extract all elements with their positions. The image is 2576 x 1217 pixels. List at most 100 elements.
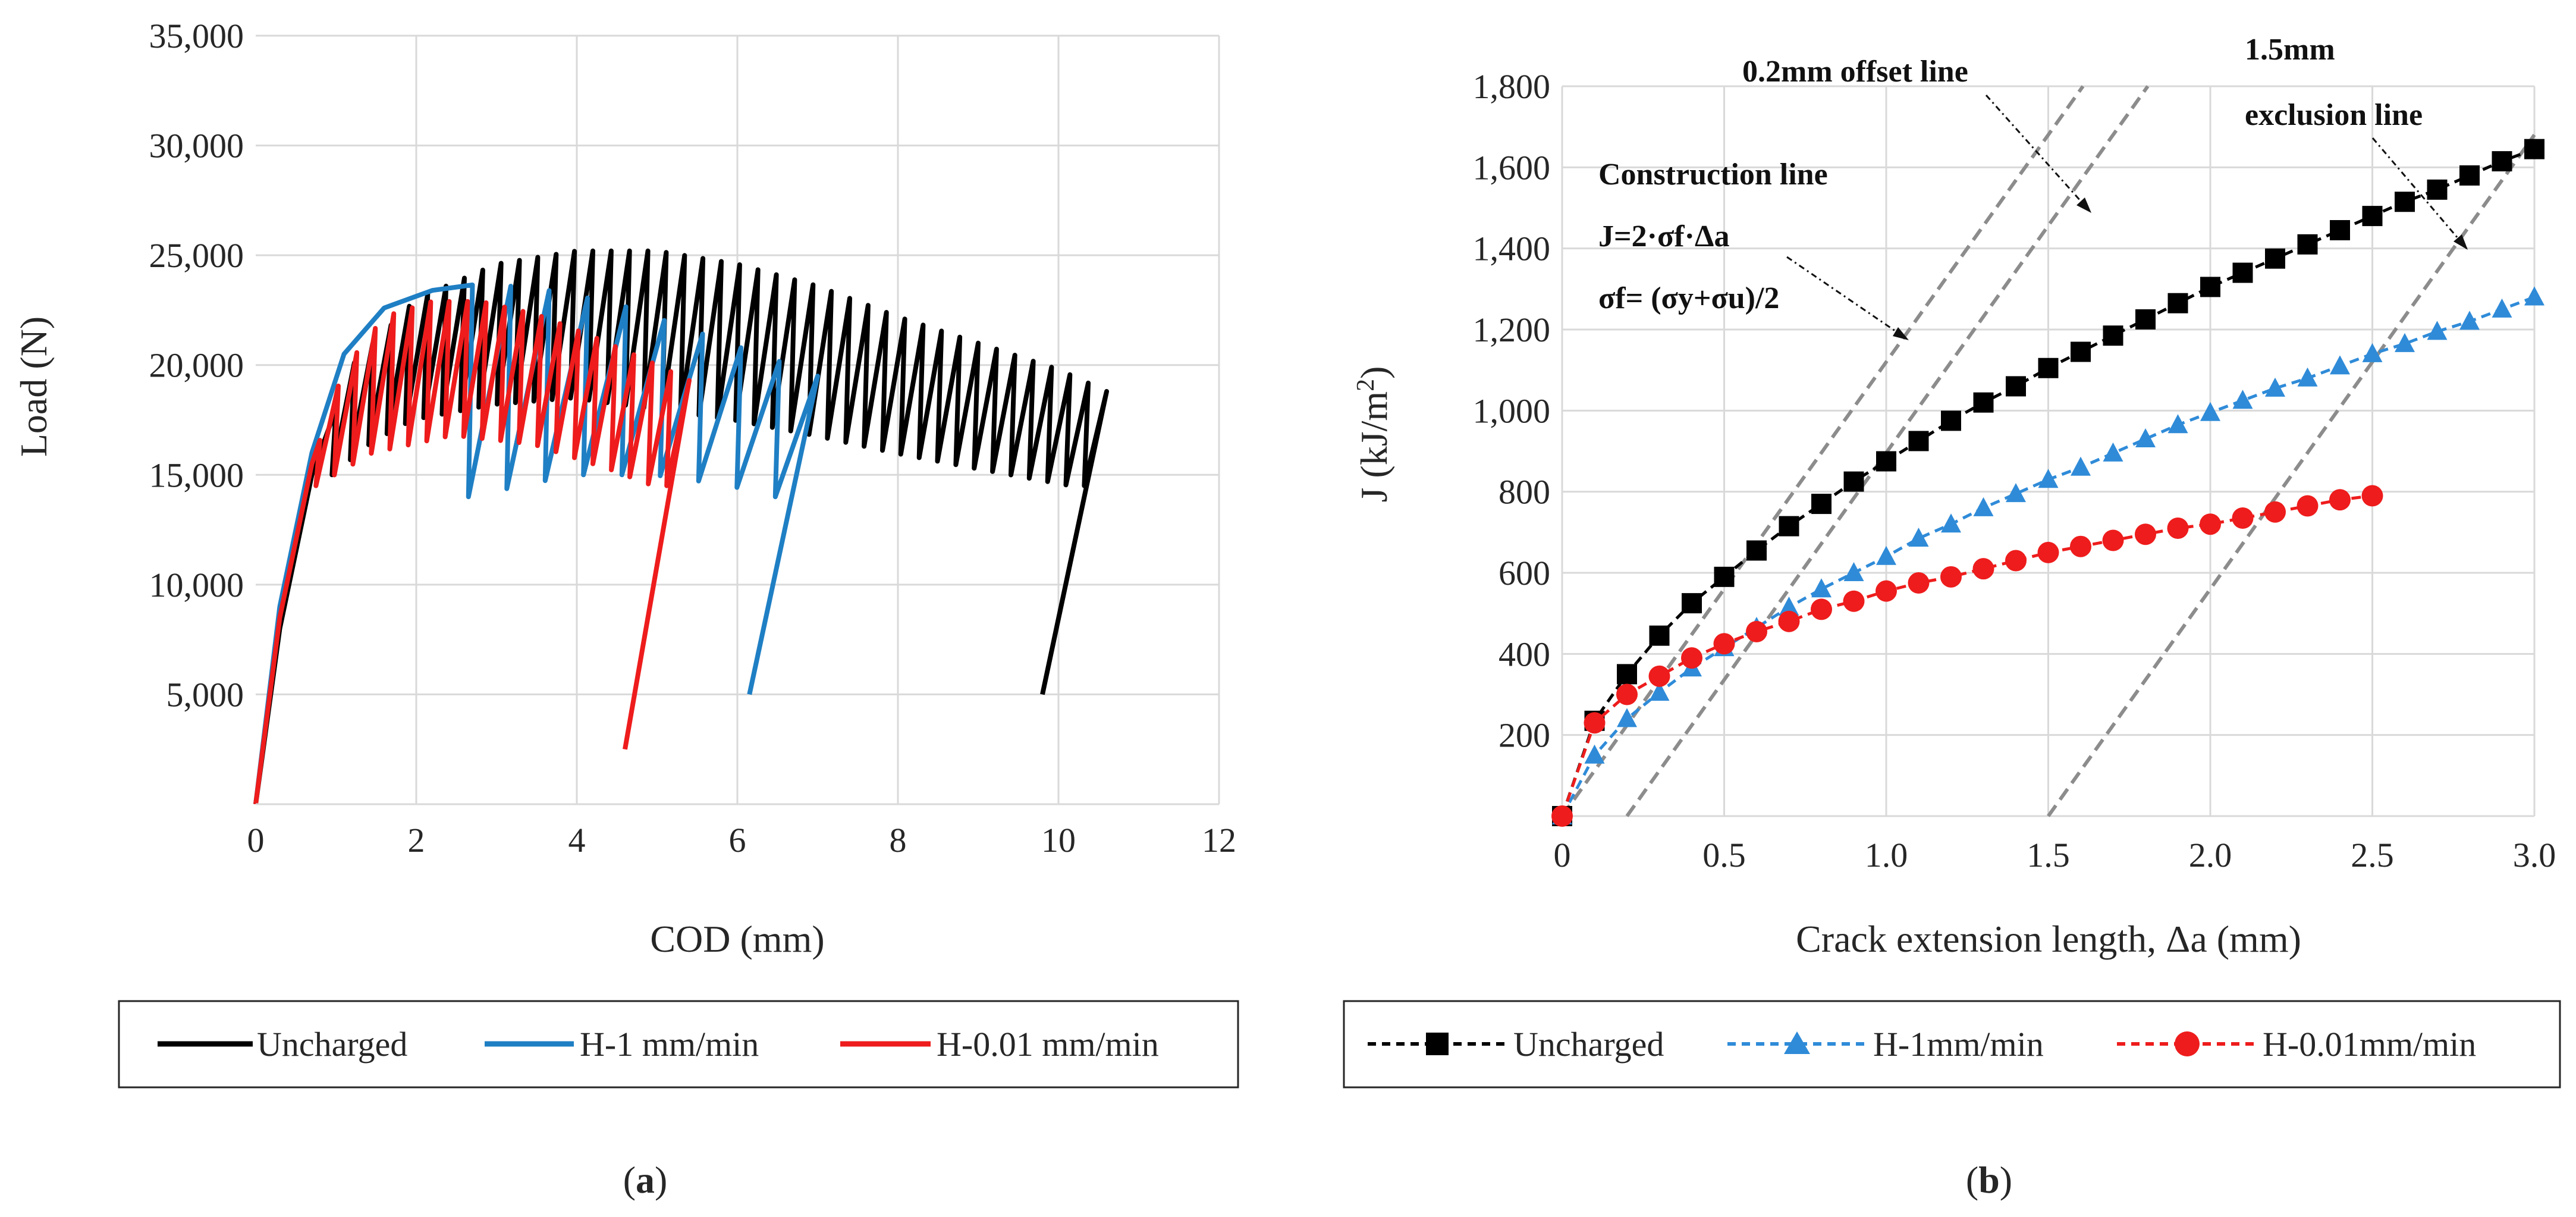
legend-a-label-uncharged: Uncharged [257,1025,407,1064]
panel-b-point-triangle [2103,442,2123,462]
panel-a-x-tick-label: 8 [890,821,907,860]
panel-b-y-tick-label: 400 [1499,635,1550,673]
panel-b-point-circle [2135,523,2156,545]
arrowhead-offset-line [2076,197,2091,213]
panel-b-x-axis-title: Crack extension length, Δa (mm) [1796,918,2301,960]
panel-b-y-title-end: ) [1353,366,1395,379]
panel-b-series-0 [1552,139,2544,826]
panel-b-y-tick-label: 1,800 [1473,67,1551,106]
panel-a-y-axis-title: Load (N) [12,316,55,457]
panel-b-point-square [2071,341,2091,362]
panel-a-series-line [253,299,692,805]
panel-b-point-triangle [2265,377,2285,397]
panel-b-reference-line [1560,85,2085,817]
panel-b-point-circle [1681,647,1702,669]
panel-b-point-square [2524,139,2544,159]
panel-b-point-square [2265,248,2285,269]
panel-b-x-tick-label: 1.5 [2027,836,2070,874]
panel-b-point-square [2232,262,2253,283]
panel-b-point-square [2006,376,2026,397]
panel-b-point-square [1908,431,1929,451]
panel-a-y-tick-label: 20,000 [149,346,244,385]
panel-b-legend: Uncharged H-1mm/min H-0.01mm/min [1343,1000,2561,1089]
panel-b-x-tick-label: 3.0 [2513,836,2556,874]
panel-b-point-triangle [1908,528,1929,547]
panel-b-y-tick-label: 800 [1499,473,1550,512]
panel-b-point-circle [1713,633,1735,655]
legend-b-label-h001: H-0.01mm/min [2263,1025,2476,1064]
panel-b-point-square [2492,151,2512,172]
panel-b-series-2 [1551,485,2383,827]
panel-b-y-tick-label: 1,200 [1473,310,1551,349]
panel-b-point-circle [2329,489,2351,511]
panel-b-point-circle [1778,610,1800,632]
panel-a-series [253,248,1109,805]
panel-b-point-triangle [2524,286,2544,306]
legend-b-marker-triangle [1784,1031,1810,1054]
panel-b-label: (b) [1966,1159,2012,1201]
panel-a-label: (a) [623,1159,668,1201]
panel-b-point-square [2459,165,2480,186]
panel-b-point-triangle [2395,333,2415,352]
panel-b-y-tick-label: 1,000 [1473,391,1551,430]
panel-b-y-tick-labels: 200 400 600 800 1,000 1,200 1,400 1,600 1,800 [1473,67,1551,755]
panel-b-point-circle [1616,683,1638,705]
panel-b-point-triangle [2459,310,2480,330]
panel-b-point-circle [1908,572,1930,594]
legend-b-marker-circle [2175,1031,2200,1056]
panel-b-point-triangle [1843,562,1864,581]
arrow-exclusion-line [2371,137,2469,250]
panel-b-point-triangle [1584,744,1605,764]
annotation-construction-title: Construction line [1598,158,1828,192]
panel-b-y-title-sup: 2 [1352,379,1380,391]
panel-a-x-tick-label: 2 [408,821,425,860]
panel-b-point-circle [2005,550,2027,572]
panel-b-point-circle [1876,580,1897,602]
panel-b-point-triangle [2362,343,2383,362]
panel-b-point-triangle [2071,456,2091,476]
arrowhead-construction-line [1893,327,1909,340]
panel-b-point-triangle [2200,402,2220,421]
arrow-construction-line [1786,256,1909,341]
panel-b-gridlines [1562,85,2536,816]
panel-b-y-tick-label: 200 [1499,716,1550,755]
panel-b-point-square [1973,392,1994,413]
panel-b-point-circle [2167,517,2189,540]
annotation-exclusion-line-1: 1.5mm [2245,33,2335,67]
panel-b-point-triangle [1617,708,1637,727]
panel-a-x-tick-label: 10 [1041,821,1076,860]
panel-a-x-tick-label: 0 [247,821,265,860]
panel-b-reference-line [2047,134,2536,817]
panel-b-point-circle [2200,513,2221,535]
panel-b-point-circle [2297,495,2319,517]
panel-a-x-tick-label: 12 [1202,821,1236,860]
panel-b-point-circle [1940,566,1962,588]
panel-b-point-square [1746,540,1767,561]
panel-b-point-triangle [1973,497,1994,516]
panel-b-point-circle [1843,590,1865,612]
panel-b-x-tick-labels: 0 0.5 1.0 1.5 2.0 2.5 3.0 [1554,836,2556,874]
panel-a-series-0 [253,248,1109,805]
panel-b-point-triangle [2330,355,2350,375]
panel-b-point-triangle [2006,483,2026,503]
panel-a-x-tick-labels: 0 2 4 6 8 10 12 [247,821,1237,860]
panel-b-point-triangle [1649,682,1670,701]
panel-a-legend: Uncharged H-1 mm/min H-0.01 mm/min [118,1000,1239,1089]
panel-b-x-tick-label: 0.5 [1702,836,1746,874]
annotation-equation-1: J=2·σf·Δa [1598,219,1730,253]
panel-b-point-circle [2037,541,2059,563]
panel-b-y-tick-label: 1,600 [1473,148,1551,187]
panel-b-reference-lines [1560,85,2536,817]
panel-b-y-title-main: J (kJ/m [1353,391,1395,503]
panel-b-point-square [1941,410,1961,431]
panel-b-reference-line [1625,85,2150,817]
legend-b-label-h1: H-1mm/min [1873,1025,2044,1064]
panel-b-point-square [2297,234,2318,255]
panel-b-point-square [2103,325,2123,346]
panel-b-x-tick-label: 0 [1554,836,1571,874]
panel-b-legend-box [1343,1000,2561,1089]
panel-b-point-circle [1584,712,1606,734]
panel-b-point-square [2362,206,2383,227]
legend-b-marker-square [1426,1033,1449,1055]
